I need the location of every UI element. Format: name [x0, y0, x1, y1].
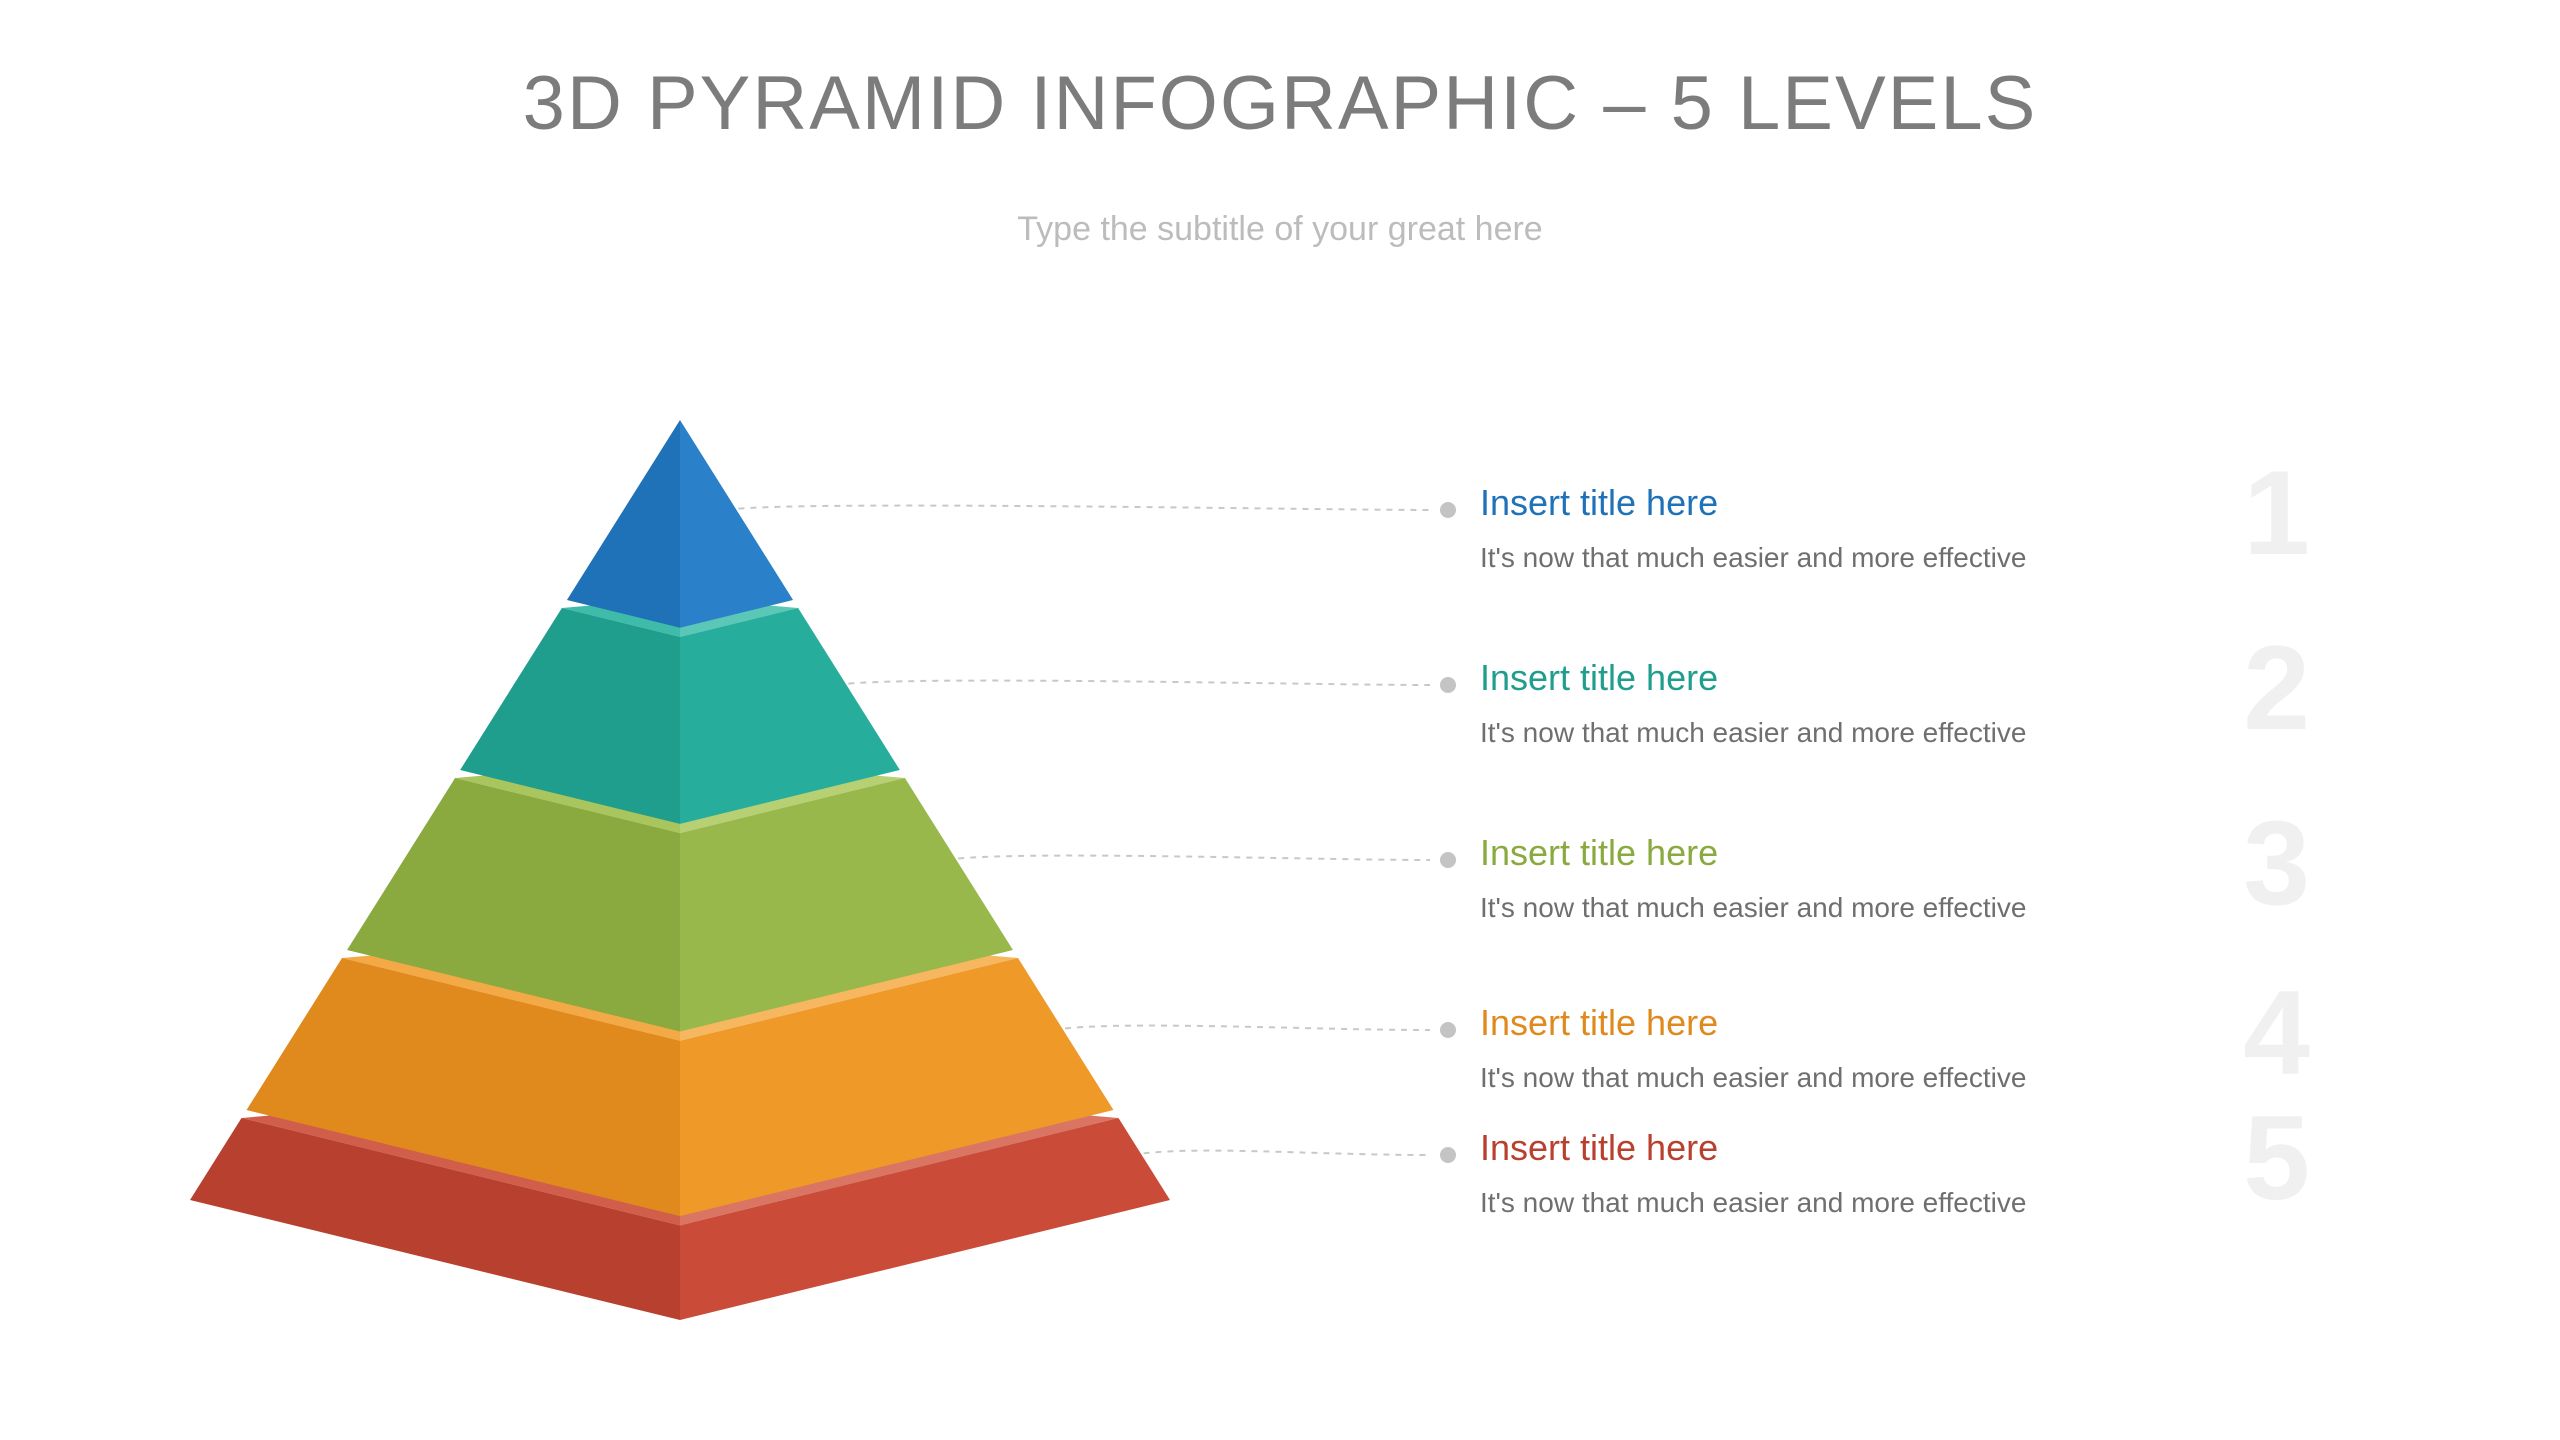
bullet-icon [1440, 502, 1456, 518]
list-item: Insert title here It's now that much easi… [1480, 657, 2240, 749]
item-title: Insert title here [1480, 482, 2240, 524]
item-desc: It's now that much easier and more effec… [1480, 1062, 2240, 1094]
list-item: Insert title here It's now that much easi… [1480, 832, 2240, 924]
item-desc: It's now that much easier and more effec… [1480, 892, 2240, 924]
big-number: 2 [2190, 619, 2310, 757]
item-desc: It's now that much easier and more effec… [1480, 1187, 2240, 1219]
big-number: 3 [2190, 794, 2310, 932]
item-desc: It's now that much easier and more effec… [1480, 542, 2240, 574]
item-desc: It's now that much easier and more effec… [1480, 717, 2240, 749]
list-item: Insert title here It's now that much easi… [1480, 482, 2240, 574]
big-number: 4 [2190, 964, 2310, 1102]
item-title: Insert title here [1480, 1002, 2240, 1044]
list-item: Insert title here It's now that much easi… [1480, 1002, 2240, 1094]
item-title: Insert title here [1480, 832, 2240, 874]
bullet-icon [1440, 677, 1456, 693]
bullet-icon [1440, 1147, 1456, 1163]
big-number: 1 [2190, 444, 2310, 582]
item-title: Insert title here [1480, 657, 2240, 699]
list-item: Insert title here It's now that much easi… [1480, 1127, 2240, 1219]
item-title: Insert title here [1480, 1127, 2240, 1169]
slide: 3D PYRAMID INFOGRAPHIC – 5 LEVELS Type t… [0, 0, 2560, 1440]
bullet-icon [1440, 1022, 1456, 1038]
big-number: 5 [2190, 1089, 2310, 1227]
bullet-icon [1440, 852, 1456, 868]
